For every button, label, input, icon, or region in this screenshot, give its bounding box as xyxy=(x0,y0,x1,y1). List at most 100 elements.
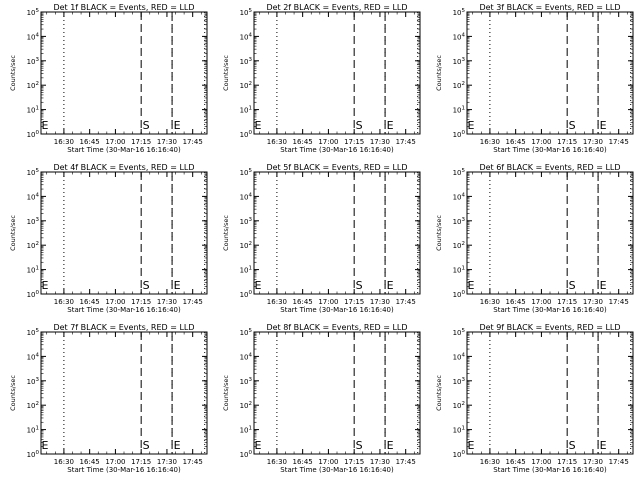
y-axis-label: Counts/sec xyxy=(435,375,443,411)
y-tick-label: 102 xyxy=(27,81,39,90)
x-axis-label: Start Time (30-Mar-16 16:16:40) xyxy=(67,466,181,474)
y-tick-label: 102 xyxy=(27,401,39,410)
y-tick-label: 105 xyxy=(240,328,253,337)
y-tick-label: 103 xyxy=(27,57,40,66)
y-tick-label: 102 xyxy=(240,401,252,410)
y-tick-label: 101 xyxy=(27,266,39,275)
x-tick-label: 17:45 xyxy=(396,458,416,466)
x-axis-label: Start Time (30-Mar-16 16:16:40) xyxy=(493,466,607,474)
y-tick-label: 104 xyxy=(453,352,466,361)
marker-label: E xyxy=(174,439,181,452)
x-tick-label: 16:45 xyxy=(293,298,313,306)
y-tick-label: 101 xyxy=(453,426,465,435)
x-tick-label: 16:45 xyxy=(80,138,100,146)
y-tick-label: 101 xyxy=(240,426,252,435)
plot-frame xyxy=(466,331,634,455)
chart-title: Det 1f BLACK = Events, RED = LLD xyxy=(53,3,194,12)
x-tick-label: 16:30 xyxy=(480,298,500,306)
x-tick-label: 17:45 xyxy=(396,298,416,306)
chart-panel: Det 3f BLACK = Events, RED = LLD 100 101 10… xyxy=(435,3,634,154)
x-tick-label: 17:15 xyxy=(344,458,364,466)
x-tick-label: 17:45 xyxy=(183,458,203,466)
plot-frame xyxy=(40,11,208,135)
x-tick-label: 16:45 xyxy=(80,298,100,306)
x-tick-label: 17:45 xyxy=(183,298,203,306)
x-tick-label: 17:00 xyxy=(531,458,551,466)
marker-label: S xyxy=(143,119,150,132)
chart-panel: Det 6f BLACK = Events, RED = LLD 100 101 10… xyxy=(435,163,634,314)
y-tick-label: 101 xyxy=(27,426,39,435)
y-tick-label: 104 xyxy=(240,192,253,201)
y-tick-label: 102 xyxy=(453,81,465,90)
chart-panel: Det 7f BLACK = Events, RED = LLD 100 101 10… xyxy=(9,323,208,474)
y-tick-label: 103 xyxy=(240,57,253,66)
marker-label: E xyxy=(387,279,394,292)
y-tick-label: 100 xyxy=(453,450,466,459)
y-tick-label: 103 xyxy=(453,217,466,226)
x-tick-label: 16:45 xyxy=(293,138,313,146)
x-tick-label: 17:30 xyxy=(370,458,390,466)
x-axis-label: Start Time (30-Mar-16 16:16:40) xyxy=(493,146,607,154)
y-tick-label: 102 xyxy=(453,241,465,250)
y-tick-label: 103 xyxy=(453,377,466,386)
x-tick-label: 16:45 xyxy=(506,298,526,306)
marker-label: S xyxy=(569,439,576,452)
x-tick-label: 17:45 xyxy=(609,458,629,466)
marker-label: E xyxy=(468,279,475,292)
y-axis-label: Counts/sec xyxy=(222,375,230,411)
x-tick-label: 17:30 xyxy=(157,298,177,306)
x-tick-label: 17:15 xyxy=(131,138,151,146)
plot-frame xyxy=(253,331,421,455)
plot-frame xyxy=(253,171,421,295)
plot-frame xyxy=(253,11,421,135)
y-tick-label: 100 xyxy=(240,450,253,459)
x-tick-label: 17:15 xyxy=(131,458,151,466)
plot-frame xyxy=(466,171,634,295)
marker-label: E xyxy=(174,279,181,292)
x-tick-label: 17:00 xyxy=(105,138,125,146)
marker-label: S xyxy=(356,119,363,132)
y-tick-label: 104 xyxy=(27,352,40,361)
x-tick-label: 16:30 xyxy=(54,458,74,466)
y-tick-label: 100 xyxy=(453,130,466,139)
y-tick-label: 105 xyxy=(453,168,466,177)
y-tick-label: 103 xyxy=(27,217,40,226)
y-tick-label: 102 xyxy=(27,241,39,250)
x-tick-label: 17:45 xyxy=(396,138,416,146)
y-tick-label: 101 xyxy=(453,266,465,275)
y-tick-label: 102 xyxy=(240,81,252,90)
y-tick-label: 101 xyxy=(240,266,252,275)
marker-label: E xyxy=(387,119,394,132)
y-tick-label: 102 xyxy=(240,241,252,250)
y-tick-label: 104 xyxy=(240,32,253,41)
marker-label: E xyxy=(42,279,49,292)
y-tick-label: 105 xyxy=(240,168,253,177)
x-tick-label: 16:30 xyxy=(267,298,287,306)
chart-panel: Det 2f BLACK = Events, RED = LLD 100 101 10… xyxy=(222,3,421,154)
y-tick-label: 100 xyxy=(27,130,40,139)
marker-label: E xyxy=(255,279,262,292)
y-tick-label: 100 xyxy=(27,450,40,459)
x-tick-label: 17:30 xyxy=(157,138,177,146)
x-axis-label: Start Time (30-Mar-16 16:16:40) xyxy=(493,306,607,314)
marker-label: E xyxy=(174,119,181,132)
x-tick-label: 17:45 xyxy=(183,138,203,146)
marker-label: E xyxy=(600,119,607,132)
x-axis-label: Start Time (30-Mar-16 16:16:40) xyxy=(280,306,394,314)
chart-title: Det 9f BLACK = Events, RED = LLD xyxy=(479,323,620,332)
x-axis-label: Start Time (30-Mar-16 16:16:40) xyxy=(280,146,394,154)
y-axis-label: Counts/sec xyxy=(222,215,230,251)
y-axis-label: Counts/sec xyxy=(9,375,17,411)
x-tick-label: 17:00 xyxy=(105,458,125,466)
y-tick-label: 105 xyxy=(453,8,466,17)
x-tick-label: 16:30 xyxy=(54,138,74,146)
x-tick-label: 17:15 xyxy=(557,458,577,466)
y-tick-label: 101 xyxy=(453,106,465,115)
y-axis-label: Counts/sec xyxy=(222,55,230,91)
x-tick-label: 16:30 xyxy=(54,298,74,306)
chart-title: Det 3f BLACK = Events, RED = LLD xyxy=(479,3,620,12)
x-tick-label: 16:30 xyxy=(480,458,500,466)
chart-panel: Det 8f BLACK = Events, RED = LLD 100 101 10… xyxy=(222,323,421,474)
x-tick-label: 17:00 xyxy=(531,298,551,306)
